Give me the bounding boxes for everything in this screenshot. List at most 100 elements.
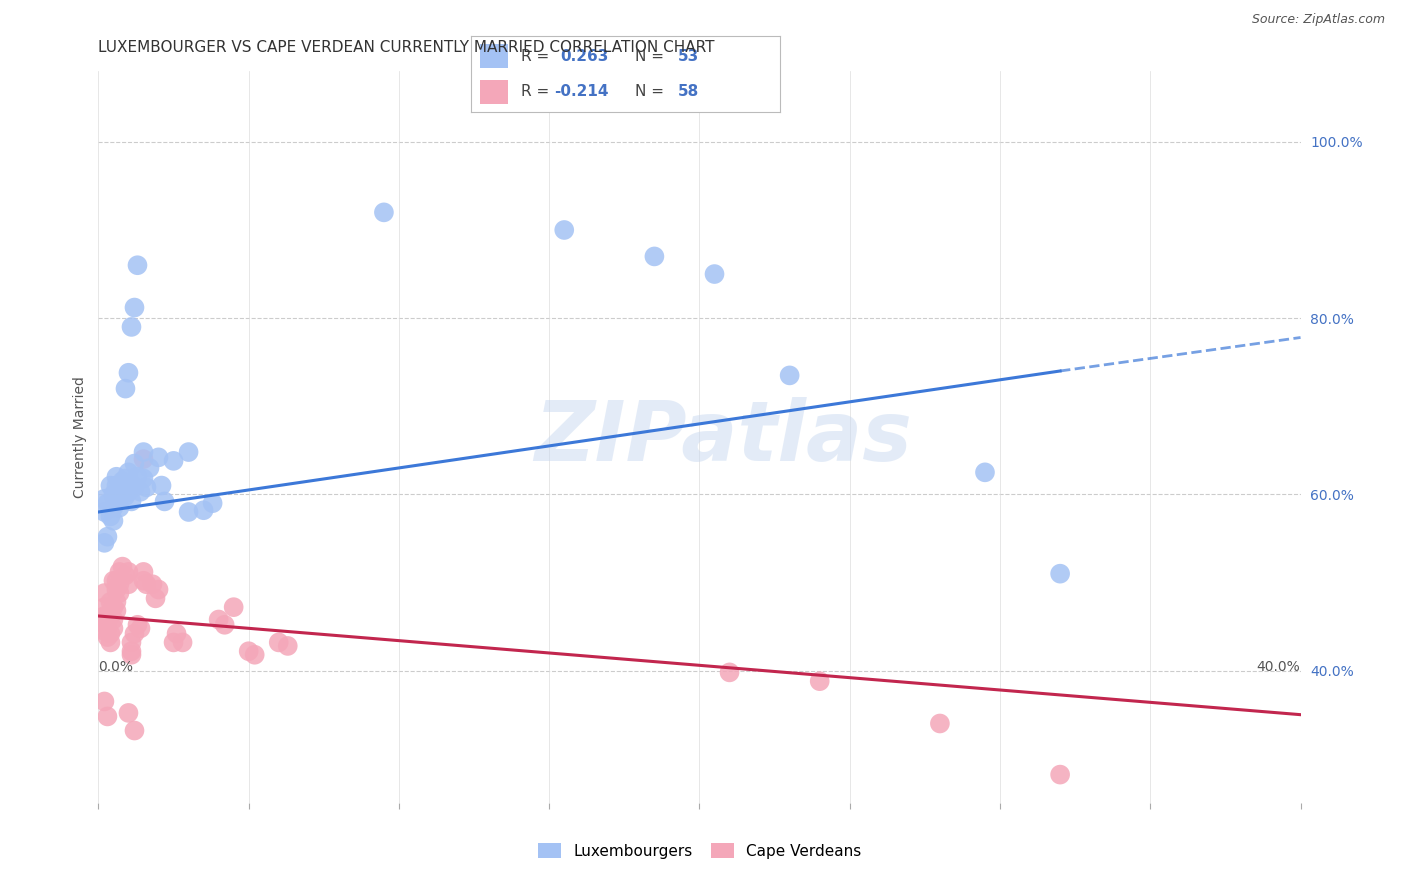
Point	[93, 491, 115, 506]
Point	[90, 615, 112, 629]
Point	[93, 609, 115, 624]
Point	[96, 496, 118, 510]
Point	[177, 445, 200, 459]
Point	[1049, 566, 1071, 581]
Point	[124, 457, 146, 471]
Text: LUXEMBOURGER VS CAPE VERDEAN CURRENTLY MARRIED CORRELATION CHART: LUXEMBOURGER VS CAPE VERDEAN CURRENTLY M…	[98, 40, 714, 55]
Point	[100, 478, 122, 492]
Point	[117, 366, 139, 380]
Point	[718, 665, 741, 680]
Point	[93, 586, 115, 600]
Point	[222, 600, 245, 615]
Point	[929, 716, 952, 731]
Point	[150, 478, 173, 492]
Point	[135, 480, 157, 494]
Point	[132, 445, 155, 459]
Point	[93, 536, 115, 550]
Point	[103, 613, 125, 627]
Point	[127, 469, 149, 483]
FancyBboxPatch shape	[481, 44, 508, 69]
Point	[643, 249, 665, 263]
Point	[117, 706, 139, 720]
FancyBboxPatch shape	[481, 79, 508, 104]
Text: ZIPatlas: ZIPatlas	[534, 397, 912, 477]
Point	[121, 320, 143, 334]
Point	[117, 466, 139, 480]
Point	[111, 487, 134, 501]
Point	[779, 368, 801, 383]
Text: N =: N =	[636, 84, 669, 98]
Point	[238, 644, 260, 658]
Point	[153, 494, 176, 508]
Point	[93, 694, 115, 708]
Point	[124, 301, 146, 315]
Text: R =: R =	[520, 49, 554, 63]
Point	[103, 500, 125, 515]
Point	[100, 635, 122, 649]
Point	[103, 574, 125, 588]
Point	[267, 635, 290, 649]
Point	[138, 461, 160, 475]
Point	[135, 577, 157, 591]
Point	[132, 471, 155, 485]
Point	[105, 582, 128, 597]
Point	[114, 568, 136, 582]
Point	[103, 514, 125, 528]
Point	[808, 674, 831, 689]
Point	[93, 505, 115, 519]
Point	[132, 574, 155, 588]
Text: 58: 58	[678, 84, 700, 98]
Point	[193, 503, 215, 517]
Point	[162, 635, 184, 649]
Point	[166, 626, 188, 640]
Point	[108, 500, 131, 515]
Point	[96, 630, 118, 644]
Point	[121, 644, 143, 658]
Text: R =: R =	[520, 84, 554, 98]
Point	[108, 483, 131, 497]
Point	[114, 489, 136, 503]
Point	[105, 574, 128, 588]
Point	[148, 582, 170, 597]
Point	[553, 223, 575, 237]
Point	[703, 267, 725, 281]
Point	[114, 382, 136, 396]
Point	[117, 577, 139, 591]
Point	[132, 565, 155, 579]
Point	[96, 617, 118, 632]
Point	[243, 648, 266, 662]
Text: N =: N =	[636, 49, 669, 63]
Point	[111, 478, 134, 492]
Point	[114, 471, 136, 485]
Point	[105, 604, 128, 618]
Point	[277, 639, 299, 653]
Text: 0.263: 0.263	[561, 49, 609, 63]
Point	[121, 635, 143, 649]
Point	[162, 454, 184, 468]
Point	[108, 487, 131, 501]
Point	[111, 559, 134, 574]
Point	[93, 624, 115, 638]
Point	[172, 635, 194, 649]
Point	[105, 469, 128, 483]
Point	[103, 487, 125, 501]
Point	[108, 577, 131, 591]
Text: 0.0%: 0.0%	[98, 660, 134, 674]
Text: Source: ZipAtlas.com: Source: ZipAtlas.com	[1251, 13, 1385, 27]
Point	[208, 613, 231, 627]
Point	[100, 626, 122, 640]
Point	[96, 530, 118, 544]
Text: 40.0%: 40.0%	[1257, 660, 1301, 674]
Point	[127, 617, 149, 632]
Point	[121, 494, 143, 508]
Point	[1049, 767, 1071, 781]
Point	[127, 258, 149, 272]
Point	[148, 450, 170, 465]
Point	[96, 613, 118, 627]
Point	[141, 577, 163, 591]
Point	[103, 600, 125, 615]
Point	[117, 484, 139, 499]
Point	[145, 591, 167, 606]
Point	[105, 478, 128, 492]
Point	[93, 600, 115, 615]
